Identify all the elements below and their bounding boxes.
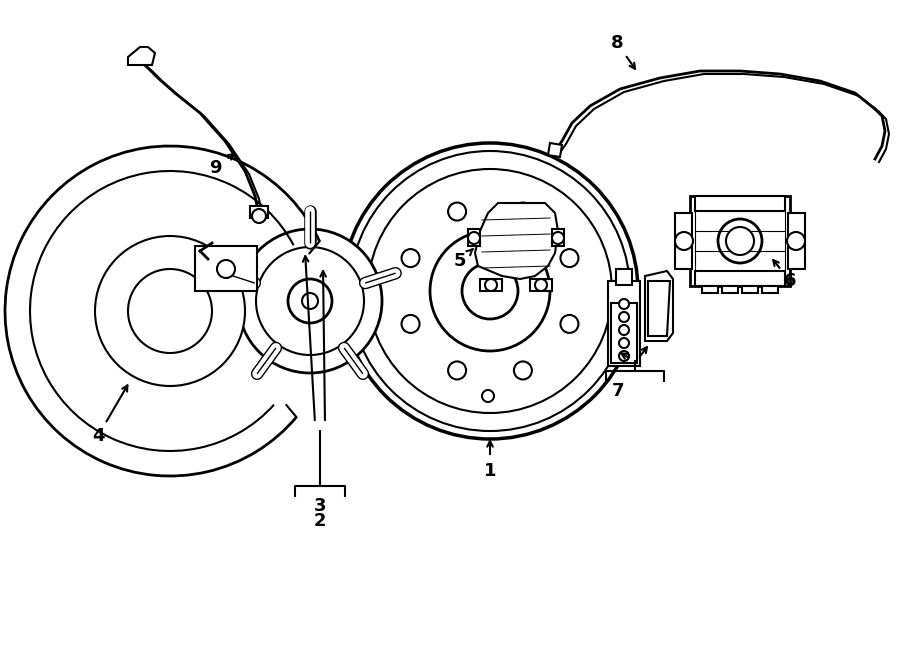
Polygon shape: [695, 271, 785, 286]
Circle shape: [619, 325, 629, 335]
Circle shape: [787, 232, 805, 250]
Polygon shape: [475, 203, 558, 279]
Circle shape: [552, 232, 564, 244]
Circle shape: [619, 351, 629, 361]
Polygon shape: [702, 286, 718, 293]
Text: 7: 7: [612, 382, 625, 400]
Circle shape: [95, 236, 245, 386]
Circle shape: [619, 338, 629, 348]
Circle shape: [256, 247, 364, 355]
Polygon shape: [480, 279, 502, 291]
Polygon shape: [468, 229, 480, 246]
Circle shape: [619, 312, 629, 322]
Text: 1: 1: [484, 462, 496, 480]
Circle shape: [535, 279, 547, 291]
Polygon shape: [128, 47, 155, 65]
Polygon shape: [552, 229, 564, 246]
Circle shape: [619, 299, 629, 309]
Circle shape: [726, 227, 754, 255]
Circle shape: [718, 219, 762, 263]
Circle shape: [675, 232, 693, 250]
Text: 5: 5: [454, 252, 466, 270]
Polygon shape: [695, 196, 785, 211]
Circle shape: [217, 260, 235, 278]
Polygon shape: [616, 269, 632, 285]
Text: 9: 9: [209, 159, 221, 177]
Polygon shape: [250, 206, 268, 218]
Polygon shape: [645, 271, 673, 341]
Text: 6: 6: [784, 272, 796, 290]
Circle shape: [462, 263, 518, 319]
Text: 8: 8: [611, 34, 624, 52]
Polygon shape: [690, 196, 790, 286]
Circle shape: [238, 229, 382, 373]
Circle shape: [252, 209, 266, 223]
Polygon shape: [675, 213, 692, 269]
Circle shape: [368, 169, 612, 413]
Polygon shape: [195, 246, 257, 291]
Polygon shape: [722, 286, 738, 293]
Polygon shape: [788, 213, 805, 269]
Circle shape: [128, 269, 212, 353]
Polygon shape: [611, 303, 637, 363]
Polygon shape: [608, 281, 640, 366]
Circle shape: [342, 143, 638, 439]
Circle shape: [468, 232, 480, 244]
Polygon shape: [548, 143, 562, 157]
Text: 2: 2: [314, 512, 326, 530]
Text: 3: 3: [314, 497, 326, 515]
Text: 4: 4: [92, 427, 104, 445]
Circle shape: [430, 231, 550, 351]
Circle shape: [485, 279, 497, 291]
Polygon shape: [530, 279, 552, 291]
Polygon shape: [648, 281, 670, 336]
Circle shape: [302, 293, 318, 309]
Polygon shape: [742, 286, 758, 293]
Polygon shape: [762, 286, 778, 293]
Circle shape: [288, 279, 332, 323]
